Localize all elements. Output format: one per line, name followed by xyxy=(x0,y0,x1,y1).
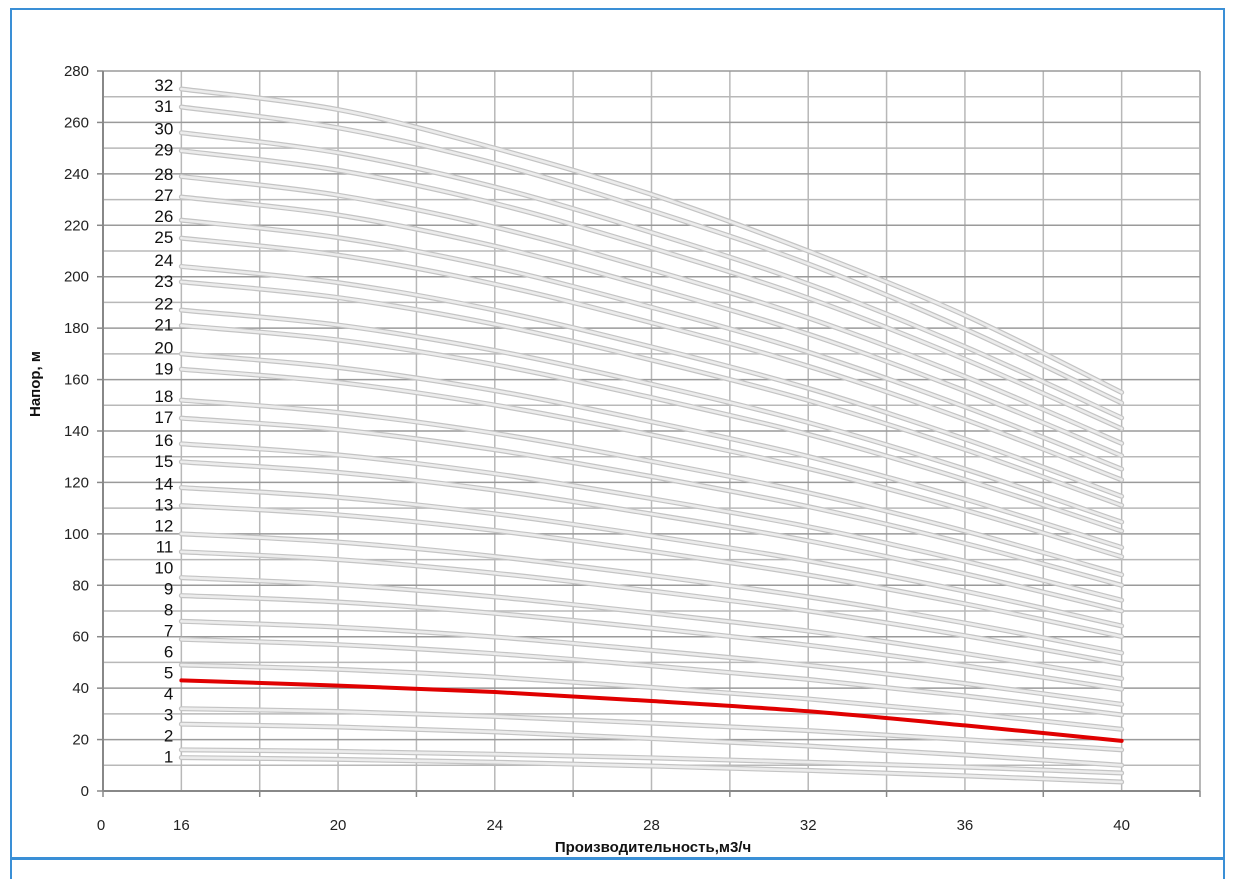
curve-10 xyxy=(180,576,1123,680)
y-tick-label: 220 xyxy=(64,217,89,234)
curve-28 xyxy=(180,175,1123,445)
curve-17 xyxy=(180,416,1123,587)
curve-label-25: 25 xyxy=(154,228,173,247)
y-tick-label: 200 xyxy=(64,269,89,286)
curve-label-3: 3 xyxy=(164,706,173,725)
y-tick-label: 80 xyxy=(72,577,89,594)
curve-31 xyxy=(180,105,1123,405)
curve-label-4: 4 xyxy=(164,685,173,704)
curve-label-14: 14 xyxy=(154,475,173,494)
curves xyxy=(178,86,1125,785)
curve-label-11: 11 xyxy=(156,538,174,557)
curve-7 xyxy=(180,637,1123,717)
curve-13 xyxy=(180,504,1123,638)
curve-label-13: 13 xyxy=(154,496,173,515)
y-tick-label: 100 xyxy=(64,526,89,543)
curve-11 xyxy=(180,550,1123,666)
curve-14 xyxy=(180,486,1123,628)
curve-label-8: 8 xyxy=(164,601,173,620)
y-tick-label: 60 xyxy=(72,629,89,646)
y-tick-label: 260 xyxy=(64,114,89,131)
curve-1 xyxy=(180,756,1123,784)
y-tick-label: 160 xyxy=(64,372,89,389)
curve-label-16: 16 xyxy=(154,431,173,450)
curve-label-12: 12 xyxy=(154,517,173,536)
curve-5-highlighted xyxy=(179,678,1124,743)
y-tick-label: 240 xyxy=(64,166,89,183)
curve-label-10: 10 xyxy=(154,559,173,578)
curve-25 xyxy=(180,236,1123,482)
x-tick-label: 28 xyxy=(643,817,660,834)
y-tick-label: 40 xyxy=(72,680,89,697)
x-axis-title: Производительность,м3/ч xyxy=(555,839,751,856)
curve-label-32: 32 xyxy=(154,76,173,95)
curve-label-17: 17 xyxy=(154,408,173,427)
curve-18 xyxy=(180,398,1123,577)
curve-label-21: 21 xyxy=(154,316,173,335)
x-tick-label: 32 xyxy=(800,817,817,834)
x-tick-label: 40 xyxy=(1113,817,1130,834)
curve-24 xyxy=(180,265,1123,498)
y-tick-label: 0 xyxy=(81,783,89,800)
curve-label-9: 9 xyxy=(164,580,173,599)
curve-6 xyxy=(180,663,1123,731)
curve-9 xyxy=(180,594,1123,691)
curve-label-26: 26 xyxy=(154,207,173,226)
curve-label-24: 24 xyxy=(154,251,173,270)
curve-label-30: 30 xyxy=(154,120,173,139)
chart-frame xyxy=(10,8,1225,860)
curve-label-28: 28 xyxy=(154,165,173,184)
curve-labels: 1234567891011121314151617181920212223242… xyxy=(154,76,173,767)
curve-8 xyxy=(180,619,1123,706)
curve-2 xyxy=(180,748,1123,775)
curve-16 xyxy=(180,442,1123,602)
curve-22 xyxy=(180,308,1123,524)
curve-label-2: 2 xyxy=(164,727,173,746)
y-tick-label: 140 xyxy=(64,423,89,440)
curve-30 xyxy=(180,131,1123,420)
curve-label-31: 31 xyxy=(154,97,173,116)
x-tick-label: 0 xyxy=(97,817,105,834)
curve-19 xyxy=(180,367,1123,559)
curve-label-23: 23 xyxy=(154,272,173,291)
x-tick-label: 36 xyxy=(957,817,974,834)
curve-12 xyxy=(180,532,1123,655)
curve-label-19: 19 xyxy=(154,359,173,378)
curve-21 xyxy=(180,324,1123,533)
y-axis-title: Напор, м xyxy=(27,351,44,417)
curve-27 xyxy=(180,195,1123,457)
curve-15 xyxy=(180,460,1123,613)
curve-32 xyxy=(180,87,1123,394)
curve-23 xyxy=(180,280,1123,507)
curve-label-22: 22 xyxy=(154,295,173,314)
curve-4 xyxy=(180,707,1123,752)
y-tick-label: 180 xyxy=(64,320,89,337)
curve-label-18: 18 xyxy=(154,387,173,406)
x-tick-label: 16 xyxy=(173,817,190,834)
curve-29 xyxy=(180,149,1123,430)
curve-26 xyxy=(180,218,1123,471)
axes: 0204060801001201401601802002202402602800… xyxy=(64,63,1201,834)
curve-label-29: 29 xyxy=(154,141,173,160)
curve-label-20: 20 xyxy=(154,338,173,357)
curve-label-1: 1 xyxy=(164,748,173,767)
curve-3 xyxy=(180,722,1123,767)
curve-label-27: 27 xyxy=(154,186,173,205)
curve-label-6: 6 xyxy=(164,643,173,662)
y-tick-label: 280 xyxy=(64,63,89,80)
curve-label-15: 15 xyxy=(154,452,173,471)
curve-label-7: 7 xyxy=(164,622,173,641)
y-tick-label: 20 xyxy=(72,732,89,749)
y-tick-label: 120 xyxy=(64,474,89,491)
x-tick-label: 20 xyxy=(330,817,347,834)
curve-label-5: 5 xyxy=(164,664,173,683)
x-tick-label: 24 xyxy=(486,817,503,834)
curve-20 xyxy=(180,352,1123,549)
